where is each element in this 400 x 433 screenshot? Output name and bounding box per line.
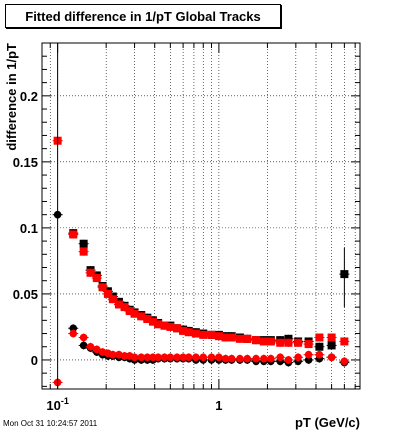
data-point [136,353,147,362]
chart-title: Fitted difference in 1/pT Global Tracks [5,4,281,28]
frame [41,42,361,390]
data-point [78,333,89,342]
y-tick-label: 0 [31,353,38,368]
x-axis-label: pT (GeV/c) [295,415,360,430]
data-point [242,354,253,363]
y-axis-label: difference in 1/pT [4,43,19,151]
data-point [326,333,337,342]
data-point [190,329,201,338]
y-tick-label: 0.2 [20,89,38,104]
data-point [234,354,245,363]
data-point [190,353,201,362]
data-point [107,350,118,359]
timestamp: Mon Oct 31 10:24:57 2011 [3,419,98,428]
data-point [326,353,337,362]
data-point [293,338,304,347]
data-point [213,353,224,362]
data-point [283,355,294,364]
data-point [303,350,314,359]
data-point [226,333,237,342]
data-point [265,337,276,346]
data-point [68,329,79,338]
data-point [314,350,325,359]
data-point [242,334,253,343]
data-point [172,353,183,362]
data-point [91,274,102,283]
data-point [85,342,96,351]
axes: 0 0.05 0.1 0.15 0.2 10-1 1 [13,42,360,413]
data-point [85,268,96,277]
data-point [78,247,89,256]
data-point [326,341,337,350]
data-point [275,353,286,362]
data-point [78,239,89,248]
data-point [226,354,237,363]
x-tick-label: 10-1 [46,396,68,413]
data-point [265,354,276,363]
data-point [178,353,189,362]
data-point [303,340,314,349]
data-point [293,353,304,362]
data-point [339,337,350,346]
x-tick-label: 1 [215,398,222,413]
data-point [107,295,118,304]
data-point [314,342,325,351]
data-point [102,289,113,298]
data-point [314,333,325,342]
data-point [97,283,108,292]
data-point [251,336,262,345]
data-point [283,338,294,347]
data-point [68,230,79,239]
y-tick-label: 0.05 [13,287,38,302]
y-tick-label: 0.15 [13,155,38,170]
data-marks [52,43,350,389]
data-point [339,357,350,366]
y-tick-label: 0.1 [20,221,38,236]
data-point [206,330,217,339]
